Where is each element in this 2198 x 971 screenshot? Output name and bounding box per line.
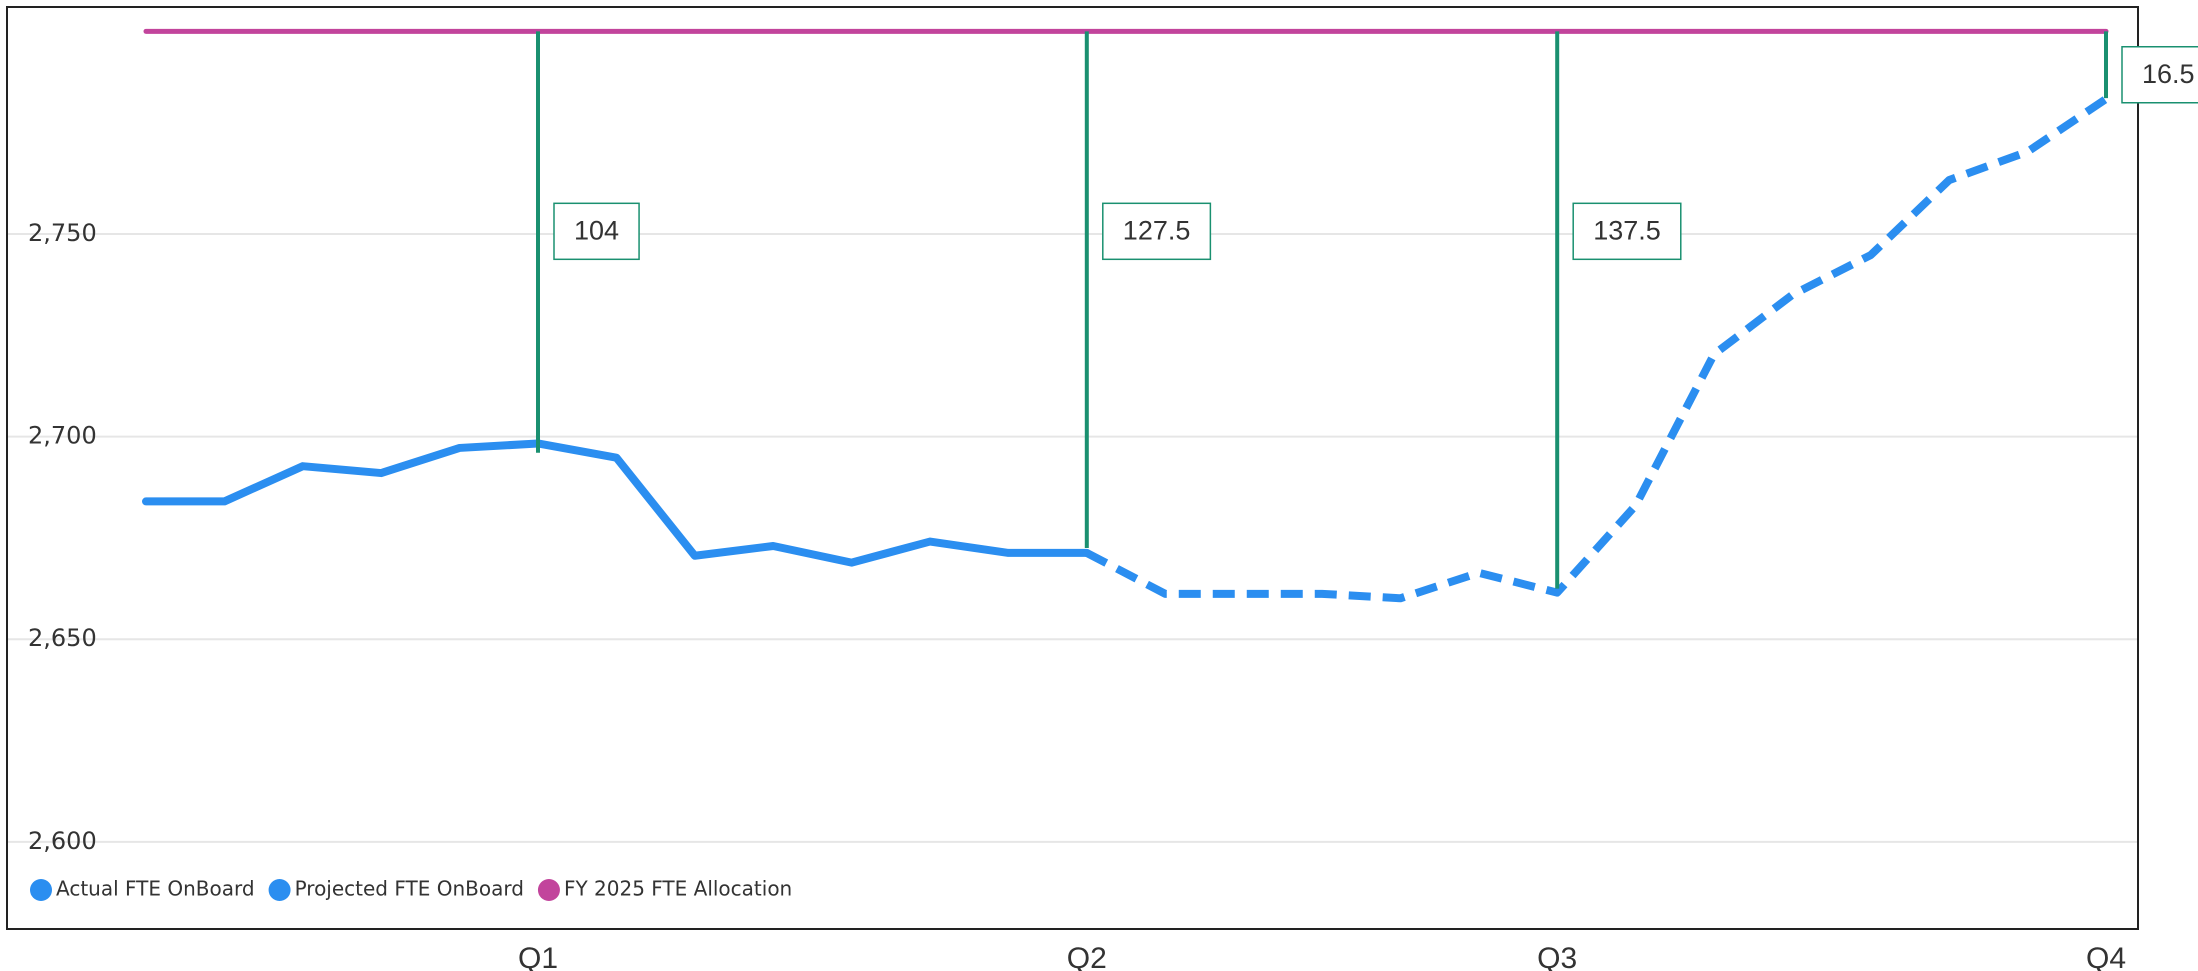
gap-label-box xyxy=(2121,46,2198,104)
legend-label: FY 2025 FTE Allocation xyxy=(564,877,792,901)
plot-frame xyxy=(6,6,2139,930)
gap-label: 104 xyxy=(574,215,619,245)
legend-marker xyxy=(537,879,560,901)
series-line xyxy=(1084,95,2109,603)
legend-marker xyxy=(268,879,291,901)
gap-label: 127.5 xyxy=(1123,215,1191,245)
x-tick-label: Q2 xyxy=(1067,942,1107,971)
gap-label: 137.5 xyxy=(1593,215,1661,245)
y-tick-label: 2,750 xyxy=(28,219,97,247)
legend-label: Projected FTE OnBoard xyxy=(295,877,524,901)
y-tick-label: 2,700 xyxy=(28,422,97,450)
gap-label-box xyxy=(553,202,640,261)
y-tick-label: 2,600 xyxy=(28,827,97,855)
gap-label: 16.5 xyxy=(2142,59,2195,89)
y-tick-label: 2,650 xyxy=(28,624,97,652)
legend-label: Actual FTE OnBoard xyxy=(56,877,255,901)
x-tick-label: Q3 xyxy=(1537,942,1577,971)
gap-label-box xyxy=(1572,202,1682,261)
x-tick-label: Q4 xyxy=(2086,942,2126,971)
series-line xyxy=(142,439,1091,567)
x-tick-label: Q1 xyxy=(518,942,558,971)
legend-marker xyxy=(30,879,52,901)
gap-label-box xyxy=(1102,202,1212,261)
